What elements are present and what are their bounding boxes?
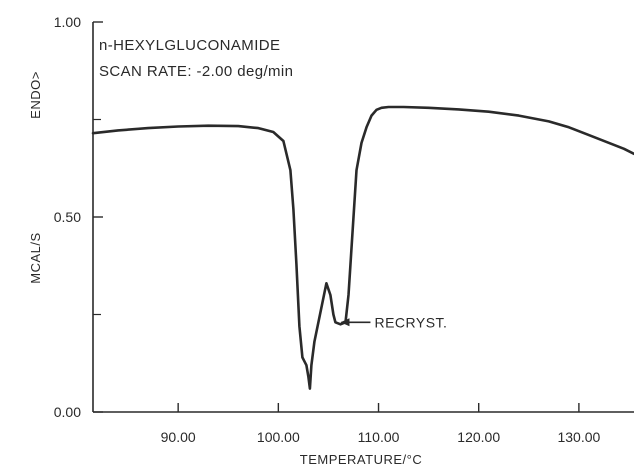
y-tick-label: 1.00 [54, 14, 81, 30]
x-tick-label: 120.00 [457, 429, 500, 445]
x-axis-title: TEMPERATURE/°C [300, 452, 422, 467]
y-tick-label: 0.00 [54, 404, 81, 420]
x-tick-label: 90.00 [161, 429, 196, 445]
chart-info-line-1: n-HEXYLGLUCONAMIDE [99, 37, 280, 54]
x-tick-label: 130.00 [557, 429, 600, 445]
x-tick-label: 110.00 [358, 429, 400, 445]
y-axis-direction-label: ENDO> [28, 71, 43, 119]
y-axis-title: MCAL/S [28, 232, 43, 283]
heat-flow-curve [91, 105, 634, 390]
annotation-arrow-head [340, 318, 350, 327]
annotation-label: RECRYST. [374, 314, 447, 330]
x-tick-label: 100.00 [257, 429, 300, 445]
chart-info-line-2: SCAN RATE: -2.00 deg/min [99, 63, 293, 80]
y-tick-label: 0.50 [54, 209, 81, 225]
